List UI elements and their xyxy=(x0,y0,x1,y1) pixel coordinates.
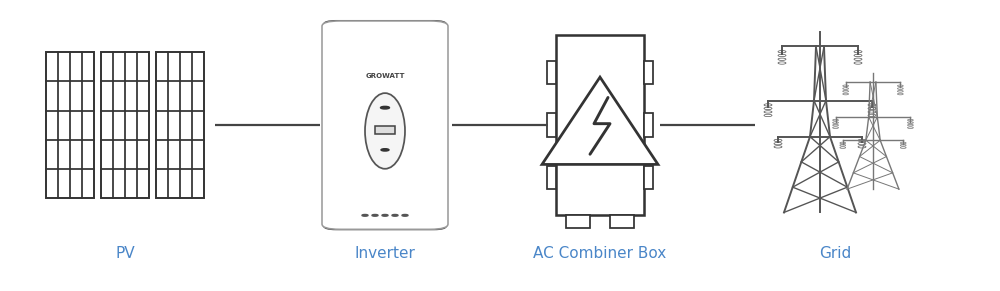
Bar xyxy=(375,126,395,134)
Circle shape xyxy=(778,54,786,57)
Bar xyxy=(156,52,204,198)
Circle shape xyxy=(897,93,903,95)
Bar xyxy=(566,215,590,228)
Circle shape xyxy=(833,124,838,126)
Circle shape xyxy=(764,114,772,117)
Circle shape xyxy=(908,127,913,129)
Circle shape xyxy=(778,51,786,53)
Circle shape xyxy=(854,62,862,64)
Bar xyxy=(644,113,653,137)
Circle shape xyxy=(843,85,849,87)
Text: AC Combiner Box: AC Combiner Box xyxy=(533,246,667,261)
Circle shape xyxy=(774,143,782,145)
Circle shape xyxy=(868,104,876,106)
Circle shape xyxy=(900,147,906,148)
Circle shape xyxy=(900,144,906,146)
Circle shape xyxy=(778,62,786,64)
Circle shape xyxy=(380,107,390,109)
Text: PV: PV xyxy=(115,246,135,261)
Circle shape xyxy=(840,144,846,146)
Circle shape xyxy=(372,214,378,216)
Circle shape xyxy=(897,91,903,92)
Ellipse shape xyxy=(365,93,405,169)
Circle shape xyxy=(843,91,849,92)
Circle shape xyxy=(392,214,398,216)
Circle shape xyxy=(778,58,786,61)
Circle shape xyxy=(833,127,838,129)
Circle shape xyxy=(764,111,772,113)
Circle shape xyxy=(854,54,862,57)
Circle shape xyxy=(868,114,876,117)
Circle shape xyxy=(362,214,368,216)
Circle shape xyxy=(764,107,772,110)
Bar xyxy=(46,52,94,198)
FancyBboxPatch shape xyxy=(322,21,448,229)
Circle shape xyxy=(908,119,913,121)
Text: Grid: Grid xyxy=(819,246,851,261)
Text: Inverter: Inverter xyxy=(355,246,415,261)
Circle shape xyxy=(858,139,866,142)
Circle shape xyxy=(900,142,906,144)
Circle shape xyxy=(868,111,876,113)
Circle shape xyxy=(833,122,838,123)
Circle shape xyxy=(843,93,849,95)
Circle shape xyxy=(381,149,389,151)
Circle shape xyxy=(402,214,408,216)
Circle shape xyxy=(858,143,866,145)
Circle shape xyxy=(833,119,838,121)
Bar xyxy=(556,35,644,215)
Bar xyxy=(547,61,556,84)
Circle shape xyxy=(774,139,782,142)
Circle shape xyxy=(764,104,772,106)
Circle shape xyxy=(854,58,862,61)
Circle shape xyxy=(908,124,913,126)
Circle shape xyxy=(908,122,913,123)
Circle shape xyxy=(897,85,903,87)
Circle shape xyxy=(382,214,388,216)
Bar xyxy=(101,52,149,198)
Bar xyxy=(644,166,653,189)
Circle shape xyxy=(840,147,846,148)
Circle shape xyxy=(854,51,862,53)
Text: GROWATT: GROWATT xyxy=(365,73,405,79)
Circle shape xyxy=(774,146,782,148)
Polygon shape xyxy=(542,77,658,164)
Circle shape xyxy=(843,88,849,89)
Bar xyxy=(644,61,653,84)
Circle shape xyxy=(840,142,846,144)
Circle shape xyxy=(897,88,903,89)
Bar xyxy=(547,166,556,189)
Bar xyxy=(547,113,556,137)
Circle shape xyxy=(858,146,866,148)
Bar xyxy=(610,215,634,228)
FancyBboxPatch shape xyxy=(324,21,446,229)
Circle shape xyxy=(868,107,876,110)
